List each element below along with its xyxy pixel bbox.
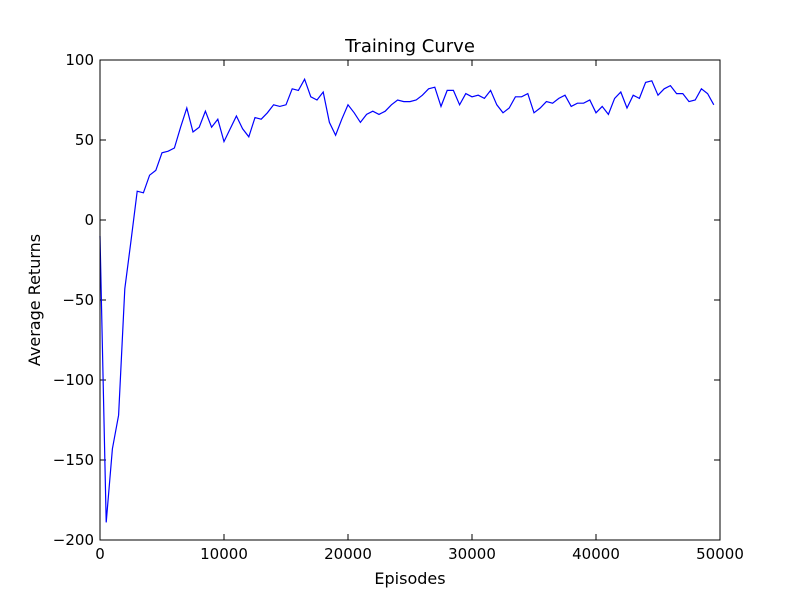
x-tick-label: 0 <box>95 545 105 563</box>
x-tick-label: 50000 <box>696 545 744 563</box>
y-axis-label: Average Returns <box>25 234 44 366</box>
x-tick-label: 30000 <box>448 545 496 563</box>
x-tick-label: 20000 <box>324 545 372 563</box>
y-tick-label: 50 <box>75 131 94 149</box>
y-tick-label: 0 <box>84 211 94 229</box>
x-tick-label: 40000 <box>572 545 620 563</box>
chart-title: Training Curve <box>344 36 475 57</box>
y-tick-label: −200 <box>53 531 94 549</box>
x-tick-label: 10000 <box>200 545 248 563</box>
y-tick-label: 100 <box>65 51 94 69</box>
x-axis-label: Episodes <box>374 569 445 588</box>
plot-frame <box>99 59 721 541</box>
y-tick-label: −50 <box>62 291 94 309</box>
axis-tick-labels: 0 10000 20000 30000 40000 50000 −200 −150 −100 −5… <box>53 51 744 563</box>
plot-area <box>100 60 720 540</box>
y-tick-label: −100 <box>53 371 94 389</box>
y-tick-label: −150 <box>53 451 94 469</box>
series-line <box>99 77 715 523</box>
